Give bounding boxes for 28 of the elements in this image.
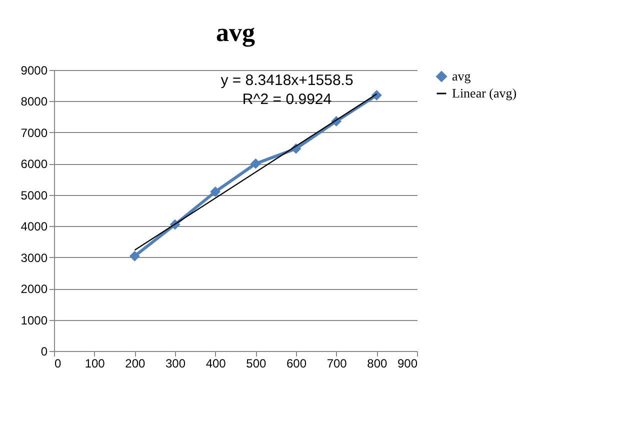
- y-tick-label: 1000: [20, 313, 48, 328]
- y-tick-label: 3000: [20, 250, 48, 265]
- point: [129, 250, 140, 262]
- x-tick-label: 800: [367, 356, 388, 370]
- x-tick-label: 600: [286, 356, 307, 370]
- x-tick-label: 100: [84, 356, 106, 370]
- point: [210, 186, 221, 198]
- legend-label: Linear (avg): [452, 86, 517, 100]
- x-tick-label: 500: [246, 356, 266, 370]
- y-tick-label: 8000: [20, 94, 48, 109]
- y-tick-label: 6000: [20, 157, 48, 172]
- x-tick-label: 200: [125, 356, 146, 370]
- legend-label: avg: [452, 68, 472, 84]
- y-tick-label: 0: [40, 344, 48, 358]
- x-tick-label: 700: [326, 356, 348, 370]
- chart-title: avg: [216, 18, 255, 47]
- annotation: y = 8.3418x+1558.5: [220, 72, 354, 89]
- y-tick-label: 2000: [20, 282, 48, 296]
- x-tick-label: 900: [397, 356, 418, 370]
- y-tick-label: 7000: [20, 126, 48, 140]
- x-tick-label: 0: [54, 356, 62, 370]
- annotation: R^2 = 0.9924: [242, 91, 332, 108]
- y-tick-label: 5000: [20, 188, 48, 202]
- y-tick-label: 9000: [20, 64, 48, 78]
- x-tick-label: 400: [206, 356, 226, 370]
- y-tick-label: 4000: [20, 220, 48, 234]
- x-tick-label: 300: [165, 356, 186, 370]
- point: [250, 158, 261, 169]
